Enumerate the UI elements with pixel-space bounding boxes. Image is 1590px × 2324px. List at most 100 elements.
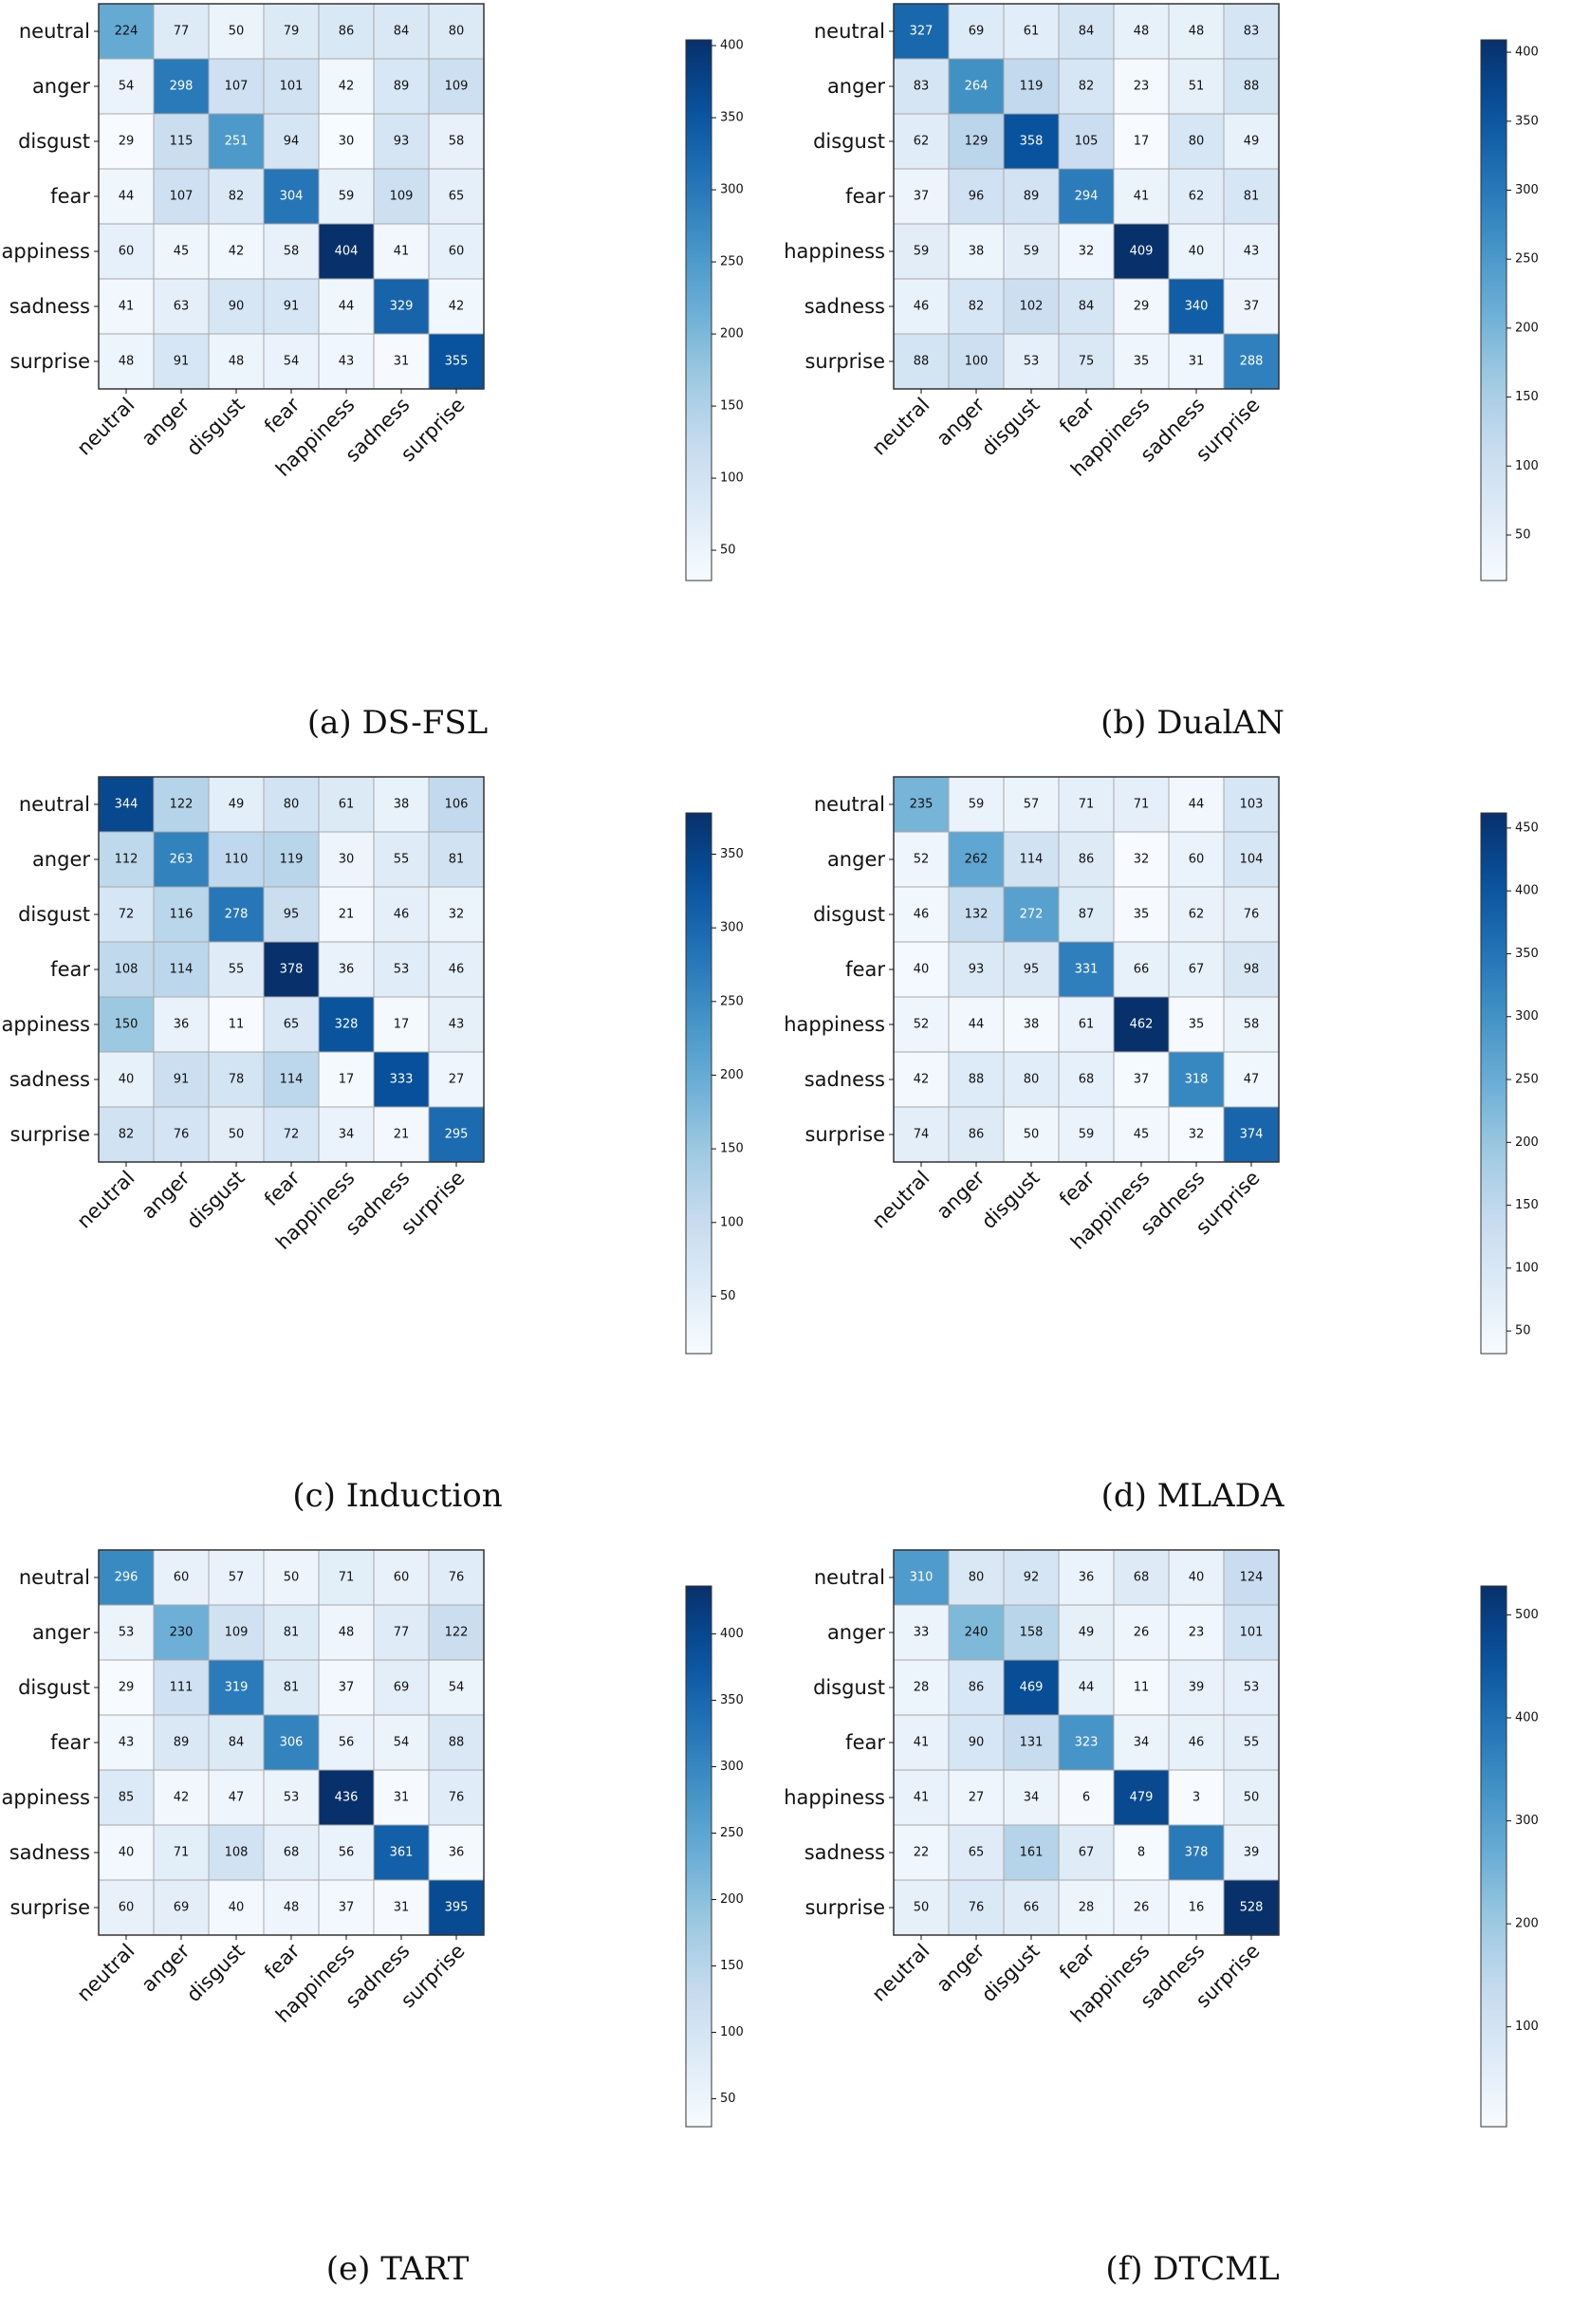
cell-value-label: 29 <box>119 135 135 149</box>
heatmap-cell <box>428 831 485 888</box>
cell-value-label: 90 <box>229 300 245 314</box>
cell-value-label: 46 <box>1189 1736 1205 1750</box>
y-tick-label: neutral <box>19 1566 90 1589</box>
cell-value-label: 43 <box>119 1736 135 1750</box>
heatmap-cell <box>1113 1824 1170 1881</box>
heatmap-cell <box>373 1714 430 1771</box>
cell-value-label: 86 <box>969 1681 985 1695</box>
cell-value-label: 49 <box>229 798 245 812</box>
heatmap-cell <box>428 1051 485 1108</box>
heatmap-cell <box>893 1106 950 1163</box>
heatmap-cell <box>263 1824 320 1881</box>
cell-value-label: 37 <box>1244 300 1260 314</box>
heatmap-cell <box>153 1879 210 1936</box>
cell-value-label: 62 <box>1189 190 1205 204</box>
y-tick-label: surprise <box>804 350 885 373</box>
cell-value-label: 60 <box>119 1901 135 1915</box>
cell-value-label: 122 <box>170 798 194 812</box>
cell-value-label: 48 <box>119 355 135 369</box>
x-tick-label: disgust <box>977 1167 1045 1234</box>
panel-title: TART <box>380 2250 470 2288</box>
cell-value-label: 436 <box>335 1791 359 1805</box>
colorbar <box>1480 812 1507 1355</box>
heatmap-cell <box>153 1659 210 1716</box>
cell-value-label: 122 <box>445 1626 469 1640</box>
colorbar-tick-label: 300 <box>720 1760 744 1774</box>
cell-value-label: 80 <box>1189 135 1205 149</box>
colorbar-tick-label: 100 <box>720 471 744 486</box>
colorbar-tick-label: 100 <box>720 2025 744 2039</box>
heatmap-cell <box>98 278 155 335</box>
cell-value-label: 44 <box>1189 798 1205 812</box>
cell-value-label: 87 <box>1079 908 1095 922</box>
cell-value-label: 79 <box>284 25 300 39</box>
y-tick-label: anger <box>32 75 90 98</box>
heatmap-cell <box>1003 941 1060 998</box>
heatmap-cell <box>318 278 375 335</box>
cell-value-label: 49 <box>1079 1626 1095 1640</box>
heatmap-cell <box>428 1549 485 1606</box>
cell-value-label: 44 <box>119 190 135 204</box>
heatmap-cell <box>1168 223 1225 280</box>
heatmap-cell <box>98 886 155 943</box>
heatmap-cell <box>1003 58 1060 115</box>
cell-value-label: 80 <box>449 25 465 39</box>
cell-value-label: 38 <box>1024 1018 1040 1032</box>
cell-value-label: 57 <box>1024 798 1040 812</box>
heatmap-cell <box>318 1051 375 1108</box>
heatmap-cell <box>893 1051 950 1108</box>
heatmap-cell <box>318 1549 375 1606</box>
cell-value-label: 82 <box>119 1128 135 1142</box>
cell-value-label: 46 <box>449 963 465 977</box>
heatmap-cell <box>263 1051 320 1108</box>
heatmap-cell <box>1168 776 1225 833</box>
colorbar-tick-label: 450 <box>1515 821 1539 835</box>
heatmap-cell <box>263 278 320 335</box>
panel-caption: (d) MLADA <box>795 1477 1590 1515</box>
colorbar-tick-label: 100 <box>1515 1261 1539 1275</box>
cell-value-label: 11 <box>229 1018 245 1032</box>
cell-value-label: 44 <box>969 1018 985 1032</box>
cell-value-label: 116 <box>170 908 194 922</box>
cell-value-label: 6 <box>1082 1791 1090 1805</box>
cell-value-label: 37 <box>1134 1073 1150 1087</box>
colorbar-tick-label: 200 <box>720 1892 744 1907</box>
cell-value-label: 37 <box>914 190 930 204</box>
cell-value-label: 17 <box>1134 135 1150 149</box>
cell-value-label: 40 <box>1189 1571 1205 1585</box>
heatmap-cell <box>948 996 1005 1053</box>
colorbar-tick-label: 350 <box>720 1693 744 1707</box>
colorbar <box>1480 1585 1507 2128</box>
x-tick-label: fear <box>260 1939 305 1983</box>
cell-value-label: 83 <box>1244 25 1260 39</box>
heatmap-panel: 296 60 57 50 71 60 76 53 230 109 81 48 77 122 29 111 319… <box>0 1546 795 2305</box>
heatmap-cell <box>1223 1051 1280 1108</box>
y-tick-label: fear <box>845 185 885 208</box>
x-tick-label: fear <box>260 1166 305 1210</box>
colorbar-tick-label: 100 <box>720 1215 744 1229</box>
cell-value-label: 33 <box>914 1626 930 1640</box>
heatmap-cell <box>1223 1106 1280 1163</box>
heatmap-cell <box>263 1714 320 1771</box>
cell-value-label: 21 <box>394 1128 410 1142</box>
heatmap-cell <box>318 1879 375 1936</box>
colorbar-tick-label: 350 <box>1515 947 1539 961</box>
cell-value-label: 48 <box>339 1626 355 1640</box>
cell-value-label: 304 <box>280 190 304 204</box>
heatmap-cell <box>208 1604 265 1661</box>
cell-value-label: 51 <box>1189 80 1205 94</box>
cell-value-label: 230 <box>170 1626 194 1640</box>
heatmap-cell <box>208 333 265 390</box>
heatmap-cell <box>948 776 1005 833</box>
cell-value-label: 328 <box>335 1018 359 1032</box>
cell-value-label: 28 <box>914 1681 930 1695</box>
heatmap-cell <box>1003 333 1060 390</box>
cell-value-label: 78 <box>229 1073 245 1087</box>
heatmap-cell <box>153 831 210 888</box>
cell-value-label: 294 <box>1075 190 1099 204</box>
cell-value-label: 76 <box>969 1901 985 1915</box>
cell-value-label: 131 <box>1020 1736 1044 1750</box>
cell-value-label: 278 <box>225 908 249 922</box>
cell-value-label: 42 <box>174 1791 190 1805</box>
y-tick-label: anger <box>32 848 90 871</box>
